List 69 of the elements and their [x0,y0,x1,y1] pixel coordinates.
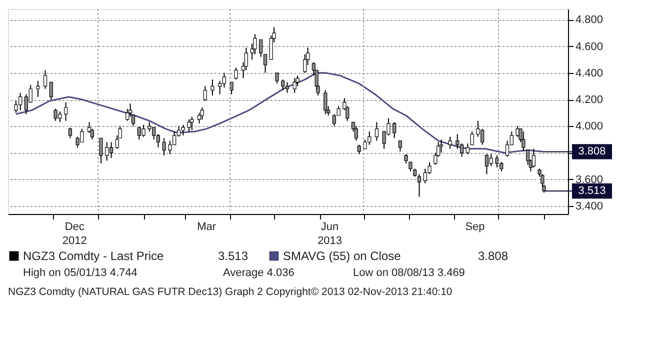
candlestick [263,54,268,74]
candlestick [230,82,234,95]
candlestick [142,124,146,138]
candlestick [466,142,470,155]
candlestick [105,142,109,162]
candlestick [417,174,422,198]
y-tick-label: 4.000 [576,120,604,133]
annotation: 3.808 [578,146,606,158]
candlestick [484,154,489,175]
candlestick [14,100,18,114]
candlestick [68,126,72,139]
candlestick [285,82,290,94]
y-tick-label: 4.400 [576,67,604,80]
candlestick [203,86,207,102]
candlestick [495,154,499,168]
candlestick [234,67,238,80]
y-tick-label: 4.800 [576,14,604,26]
candlestick [218,80,222,95]
x-tick-label: Mar [197,221,216,233]
y-tick-label: 3.600 [576,174,604,186]
text: Low on 08/08/13 3.469 [353,267,465,279]
x-tick-label: Dec 2012 [62,221,87,247]
legend-label: SMAVG (55) on Close [283,249,402,263]
text: 3.513 [218,249,248,263]
candlestick [292,78,296,94]
candlestick [43,70,48,90]
candlestick [408,162,412,172]
candlestick [354,126,358,142]
candlestick [456,134,460,150]
candlestick [109,142,114,159]
candlestick [363,138,367,150]
legend-label: NGZ3 Comdty - Last Price [23,249,164,263]
x-tick-label: Jun 2013 [318,221,342,247]
candlestick [181,124,185,136]
candlestick [522,130,526,152]
y-tick-label: 3.400 [576,200,604,213]
candlestick [398,140,402,152]
y-tick-label: 4.200 [576,94,604,106]
candlestick [357,144,361,155]
candlestick [190,116,194,131]
candlestick [404,154,408,164]
candlestick [162,138,166,156]
text: Average 4.036 [223,267,294,279]
candlestick [200,107,204,120]
text: 3.808 [478,249,508,263]
candlestick [49,82,53,100]
candlestick [275,72,279,84]
candlestick [470,130,474,146]
candlestick [64,102,68,122]
candlestick [210,79,214,96]
candlestick [392,122,396,139]
candlestick [259,39,263,58]
candlestick [148,122,152,132]
y-tick-label: 4.600 [576,40,604,53]
candlestick [36,80,40,98]
candlestick [324,90,328,115]
candlestick [222,72,226,88]
candlestick [532,148,536,168]
candlestick [439,138,444,154]
text: High on 05/01/13 4.744 [23,267,138,279]
x-tick-label: Sep [465,221,485,233]
candlestick [99,138,103,164]
candlestick [374,122,379,142]
candlestick [448,136,452,150]
annotation: 3.513 [578,184,606,197]
candlestick [281,79,285,91]
candlestick [187,118,191,132]
text: NGZ3 Comdty (NATURAL GAS FUTR Dec13) Graph 2 Copyright© 2013 02-Nov-2013 21:40:10 [8,286,452,298]
candlestick [489,154,493,167]
